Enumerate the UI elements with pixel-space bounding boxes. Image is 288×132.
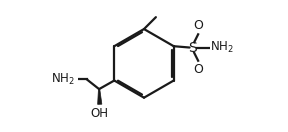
Text: NH$_2$: NH$_2$ [51, 72, 75, 87]
Text: NH$_2$: NH$_2$ [210, 40, 234, 55]
Text: O: O [193, 19, 203, 32]
Polygon shape [98, 89, 102, 104]
Text: O: O [193, 63, 203, 76]
Text: S: S [188, 41, 197, 55]
Text: OH: OH [91, 107, 109, 120]
